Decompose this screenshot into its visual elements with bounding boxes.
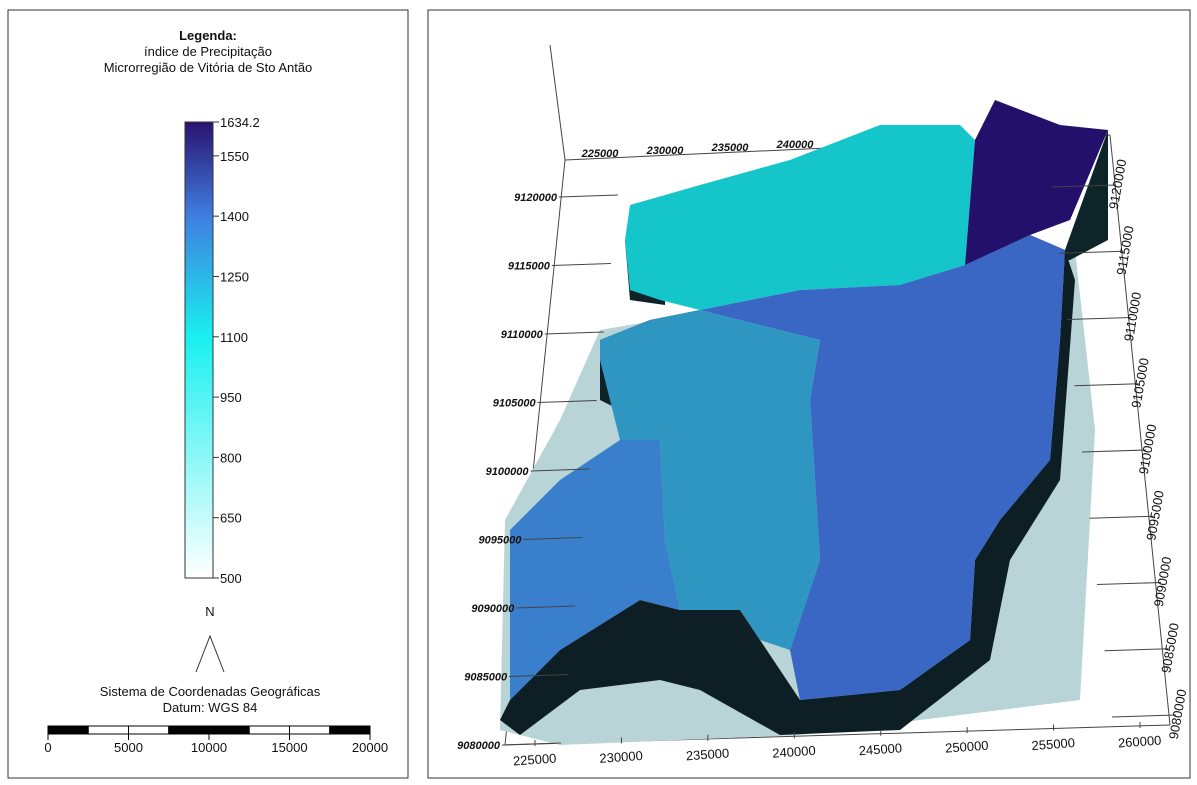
datum: Datum: WGS 84 — [163, 700, 258, 715]
scale-segment — [47, 725, 89, 735]
y-tick — [530, 468, 590, 472]
x-tick-label: 255000 — [1031, 735, 1075, 753]
x-tick-label: 235000 — [685, 745, 729, 763]
colorbar-tick-label: 1634.2 — [220, 115, 260, 130]
y-tick-label: 9090000 — [471, 603, 515, 615]
colorbar-tick-label: 1550 — [220, 149, 249, 164]
scale-segment — [168, 725, 210, 735]
x-tick-label: 230000 — [599, 748, 643, 766]
y-tick — [1066, 317, 1132, 320]
y-tick — [1096, 582, 1162, 585]
colorbar-tick-label: 500 — [220, 571, 242, 586]
x-tick-label: 250000 — [945, 738, 989, 756]
surface — [500, 100, 1108, 745]
scale-label: 20000 — [352, 740, 388, 755]
y-tick-label: 9100000 — [486, 466, 530, 478]
scale-label: 5000 — [114, 740, 143, 755]
x-tick-label: 240000 — [772, 743, 816, 761]
legend-subtitle: índice de Precipitação — [144, 44, 272, 59]
colorbar — [184, 121, 214, 579]
y-tick — [523, 537, 583, 540]
scale-segment — [208, 725, 250, 735]
y-tick — [1081, 449, 1147, 453]
y-tick — [537, 400, 597, 403]
y-tick — [1059, 250, 1124, 254]
y-tick — [1104, 648, 1169, 652]
colorbar-tick-label: 800 — [220, 450, 242, 465]
x-tick-label: 225000 — [513, 751, 557, 769]
x-tick-label: 230000 — [646, 145, 685, 157]
north-label: N — [205, 604, 214, 619]
colorbar-tick-label: 1400 — [220, 209, 249, 224]
y-tick-label: 9110000 — [501, 329, 544, 341]
y-tick — [1089, 515, 1154, 519]
scale-segment — [128, 725, 170, 735]
colorbar-tick-label: 950 — [220, 390, 242, 405]
y-tick — [558, 194, 619, 198]
crs: Sistema de Coordenadas Geográficas — [100, 684, 321, 699]
legend-title: Legenda: — [179, 28, 237, 43]
x-tick-label: 225000 — [581, 148, 620, 160]
scale-label: 0 — [44, 740, 51, 755]
y-tick-label: 9080000 — [457, 740, 501, 752]
colorbar-tick-label: 1250 — [220, 269, 249, 284]
y-tick-label: 9085000 — [464, 672, 508, 684]
scale-segment — [329, 725, 371, 735]
colorbar-tick-label: 1100 — [220, 330, 248, 345]
y-tick-label: 9105000 — [493, 398, 537, 410]
y-tick — [1111, 714, 1177, 718]
y-tick-label: 9095000 — [479, 535, 523, 547]
y-tick — [544, 331, 604, 335]
y-tick — [551, 263, 611, 266]
y-tick — [1051, 184, 1117, 188]
y-tick — [516, 605, 576, 609]
y-tick — [1074, 383, 1139, 387]
y-tick — [509, 674, 569, 677]
scale-segment — [87, 725, 129, 735]
legend-region: Microrregião de Vitória de Sto Antão — [104, 60, 313, 75]
scale-label: 15000 — [271, 740, 307, 755]
y-tick — [501, 742, 562, 746]
scale-label: 10000 — [191, 740, 227, 755]
scale-segment — [289, 725, 331, 735]
x-tick-label: 235000 — [711, 142, 750, 154]
north-arrow — [195, 634, 225, 673]
scale-bar: 0 5000 10000 15000 20000 — [44, 725, 388, 755]
y-tick-label: 9120000 — [514, 192, 558, 204]
colorbar-tick-label: 650 — [220, 511, 242, 526]
x-tick-label: 260000 — [1118, 733, 1162, 751]
scale-segment — [248, 725, 290, 735]
y-tick-label: 9115000 — [508, 261, 551, 273]
x-tick-label: 245000 — [858, 740, 902, 758]
x-tick-label: 240000 — [776, 139, 815, 151]
